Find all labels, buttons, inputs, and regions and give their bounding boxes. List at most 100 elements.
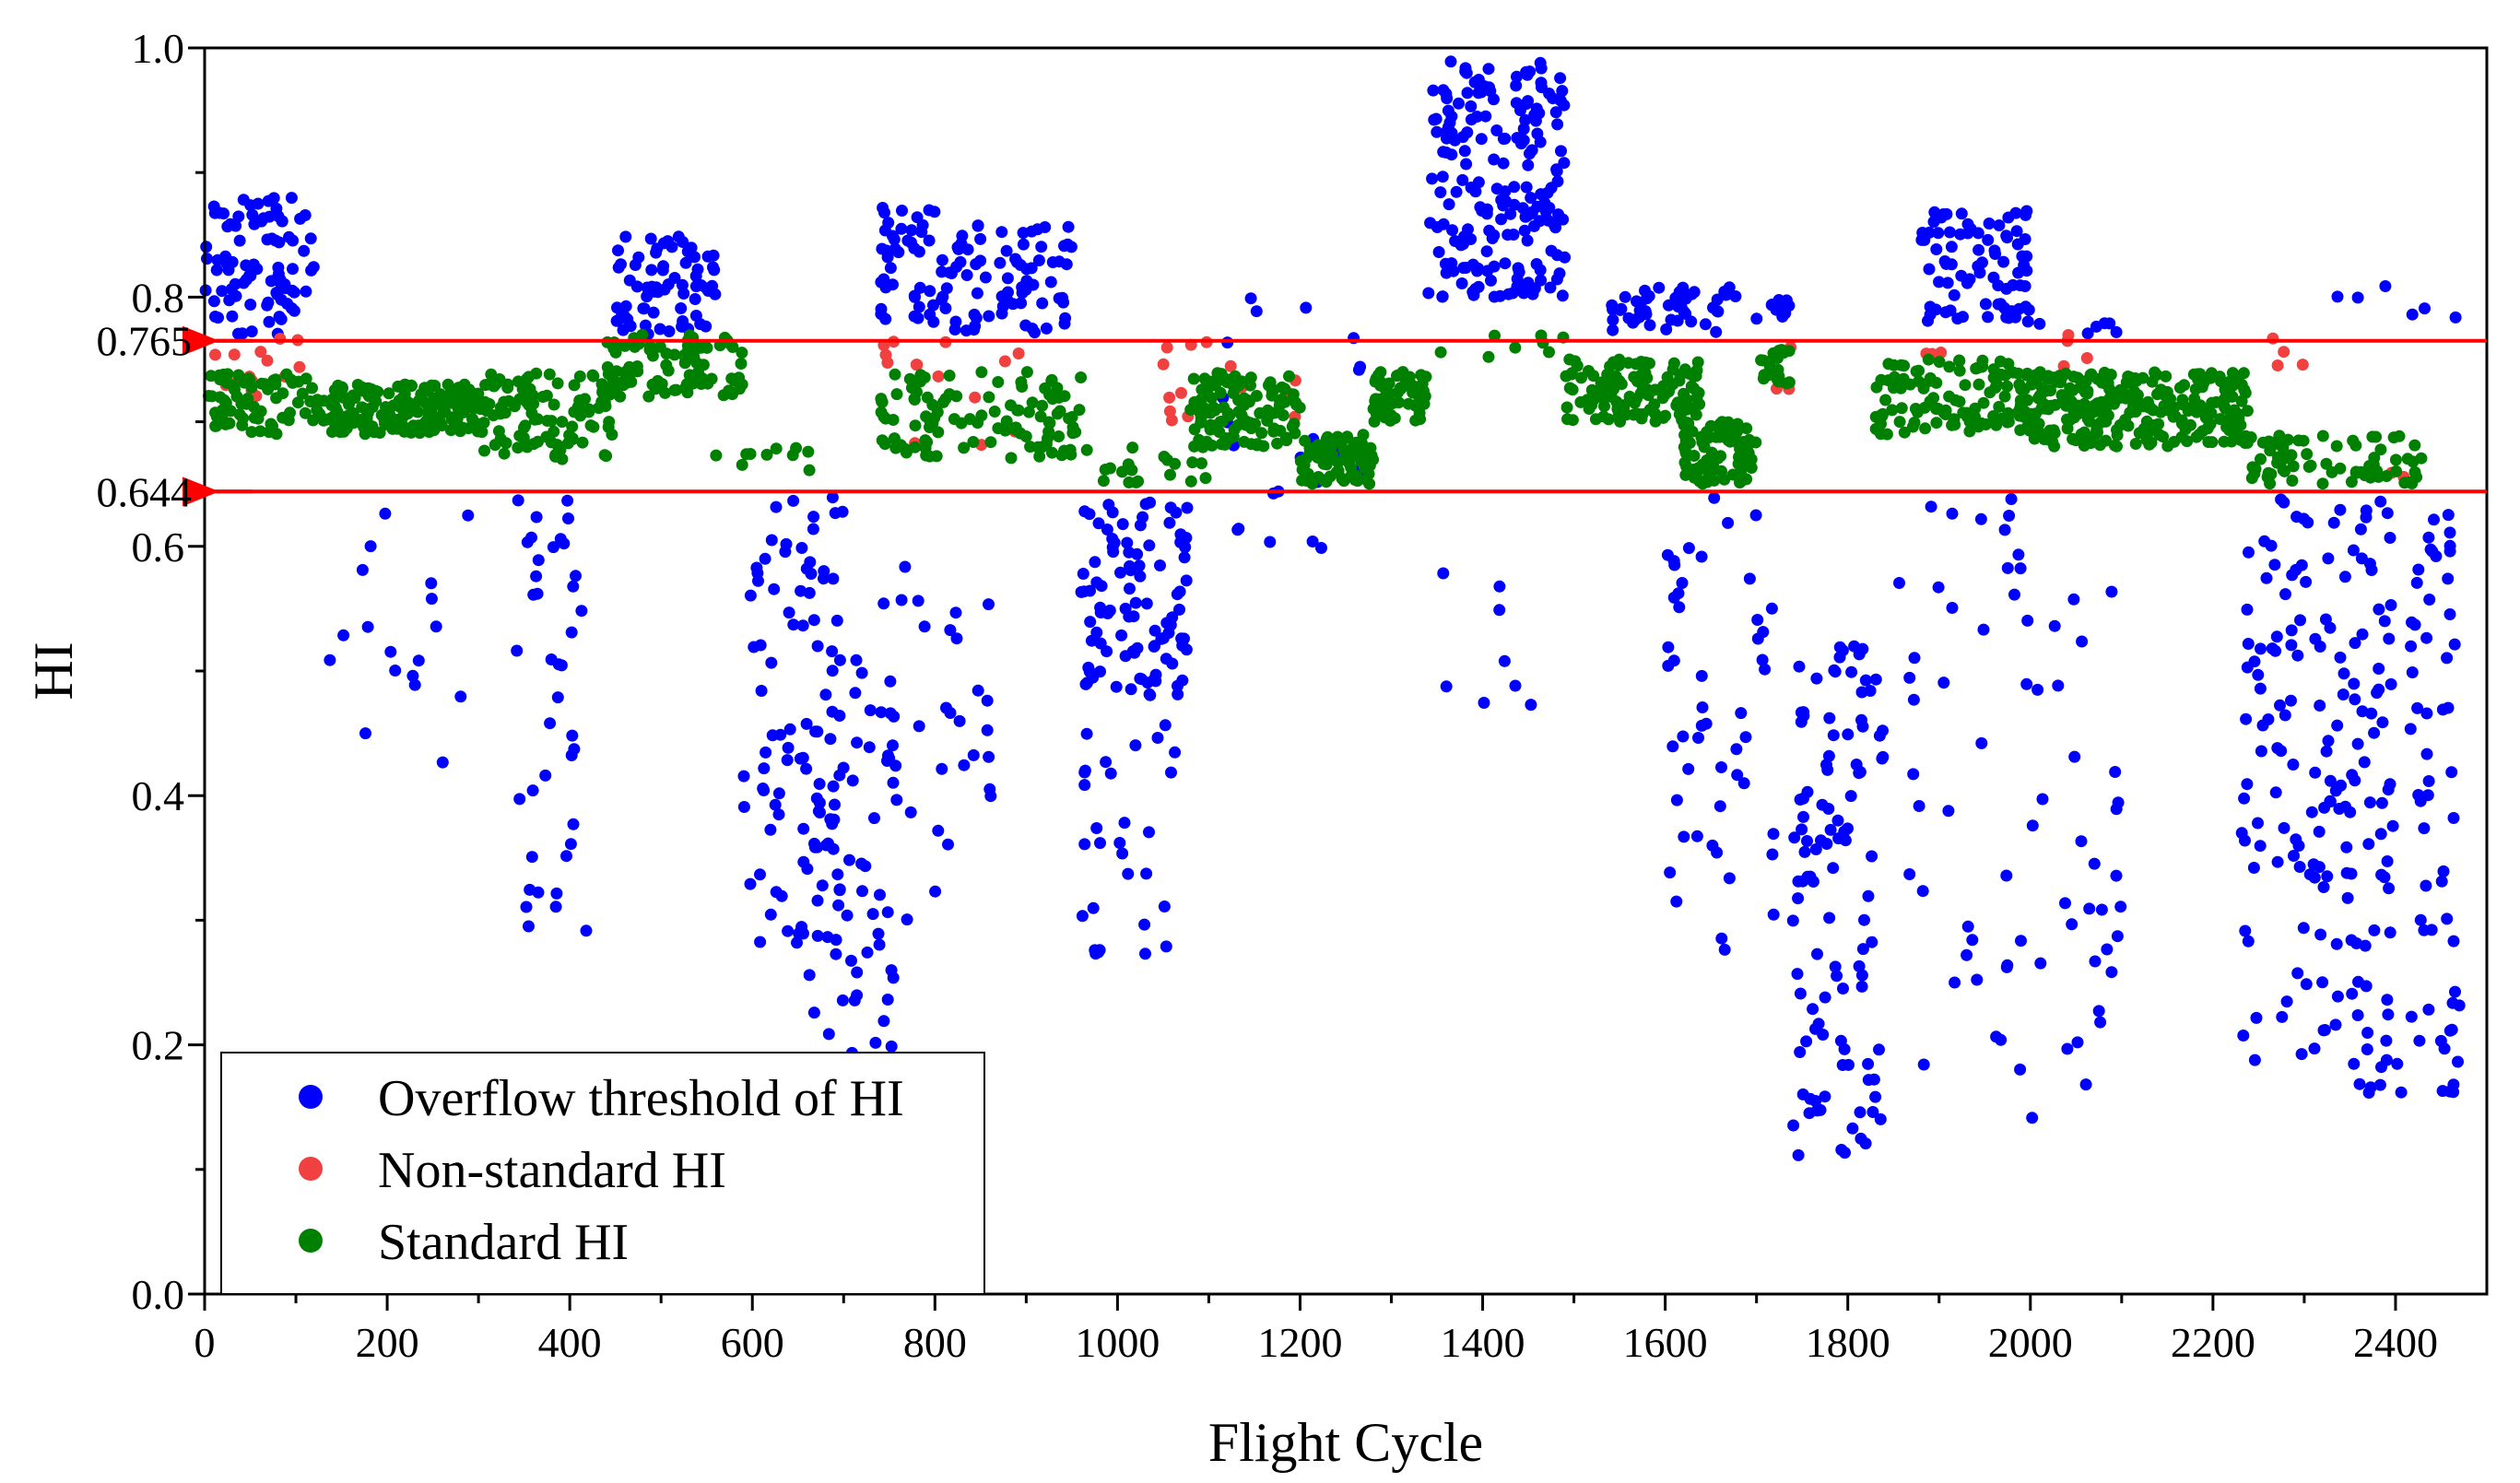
- data-point: [760, 746, 772, 759]
- data-point: [869, 1036, 882, 1049]
- data-point: [1639, 356, 1652, 369]
- data-point: [2374, 443, 2387, 456]
- data-point: [2382, 1008, 2395, 1021]
- data-point: [1946, 602, 1959, 614]
- data-point: [830, 934, 842, 947]
- data-point: [2358, 756, 2371, 769]
- data-point: [944, 624, 957, 637]
- data-point: [1842, 822, 1854, 835]
- data-point: [2423, 594, 2436, 606]
- data-point: [752, 574, 764, 587]
- data-point: [1005, 452, 1018, 465]
- data-point: [1413, 397, 1426, 410]
- data-point: [949, 606, 962, 619]
- data-point: [672, 230, 685, 243]
- data-point: [1670, 794, 1683, 806]
- data-point: [2361, 1043, 2373, 1055]
- data-point: [549, 900, 562, 913]
- data-point: [1119, 602, 1132, 615]
- data-point: [498, 447, 511, 460]
- data-point: [398, 425, 411, 438]
- data-point: [1022, 406, 1035, 418]
- data-point: [1040, 438, 1053, 451]
- data-point: [1700, 717, 1713, 730]
- data-point: [2075, 431, 2088, 443]
- data-point: [2348, 677, 2361, 690]
- data-point: [1690, 830, 1703, 842]
- data-point: [927, 315, 940, 328]
- data-point: [994, 256, 1007, 269]
- data-point: [736, 458, 748, 471]
- data-point: [2408, 618, 2421, 631]
- data-point: [1997, 255, 2010, 268]
- data-point: [2351, 1009, 2364, 1021]
- data-point: [2044, 384, 2056, 397]
- data-point: [1000, 244, 1013, 257]
- data-point: [2018, 259, 2031, 272]
- data-point: [1299, 434, 1312, 447]
- data-point: [1975, 736, 1988, 749]
- data-point: [943, 370, 956, 382]
- data-point: [2313, 861, 2326, 874]
- data-point: [2271, 855, 2284, 868]
- data-point: [1450, 185, 1463, 198]
- data-point: [887, 278, 899, 291]
- data-point: [1735, 707, 1748, 720]
- data-point: [200, 241, 213, 253]
- data-point: [1439, 257, 1452, 270]
- data-point: [1163, 516, 1176, 529]
- data-point: [1824, 823, 1837, 836]
- data-point: [783, 723, 796, 736]
- data-point: [1094, 665, 1106, 678]
- data-point: [602, 420, 615, 433]
- data-point: [1553, 267, 1566, 280]
- data-point: [1677, 281, 1690, 294]
- data-point: [1976, 256, 1988, 269]
- data-point: [1673, 601, 1686, 614]
- data-point: [1940, 207, 1953, 220]
- data-point: [1036, 399, 1049, 412]
- data-point: [1178, 551, 1191, 564]
- data-point: [2305, 806, 2318, 818]
- data-point: [1447, 265, 1460, 277]
- data-point: [1443, 121, 1454, 134]
- data-point: [2354, 523, 2367, 536]
- data-point: [1844, 790, 1857, 803]
- data-point: [2355, 552, 2368, 565]
- data-point: [2330, 440, 2343, 453]
- data-point: [1524, 147, 1536, 160]
- data-point: [2269, 786, 2282, 799]
- data-point: [1963, 425, 1976, 438]
- data-point: [1534, 215, 1546, 228]
- data-point: [1556, 289, 1569, 302]
- data-point: [1498, 654, 1511, 667]
- data-point: [1506, 287, 1519, 300]
- data-point: [764, 823, 777, 836]
- data-point: [1020, 366, 1033, 379]
- data-point: [2449, 311, 2462, 324]
- data-point: [831, 868, 844, 881]
- data-point: [272, 267, 285, 280]
- data-point: [2214, 413, 2227, 426]
- data-point: [2279, 588, 2291, 601]
- data-point: [1723, 872, 1736, 885]
- data-point: [1662, 659, 1675, 672]
- data-point: [1129, 596, 1142, 609]
- data-point: [1792, 875, 1805, 888]
- data-point: [286, 284, 299, 297]
- data-point: [830, 947, 842, 960]
- data-point: [380, 401, 392, 414]
- data-point: [1559, 251, 1572, 264]
- data-point: [1462, 223, 1474, 236]
- data-point: [541, 415, 554, 427]
- data-point: [1392, 386, 1405, 399]
- data-point: [1943, 226, 1956, 239]
- data-point: [2247, 862, 2260, 874]
- data-point: [1837, 983, 1849, 995]
- data-point: [1104, 767, 1117, 780]
- data-point: [2048, 619, 2061, 632]
- data-point: [1535, 77, 1548, 89]
- data-point: [958, 441, 971, 454]
- data-point: [2067, 593, 2080, 606]
- data-point: [614, 376, 627, 389]
